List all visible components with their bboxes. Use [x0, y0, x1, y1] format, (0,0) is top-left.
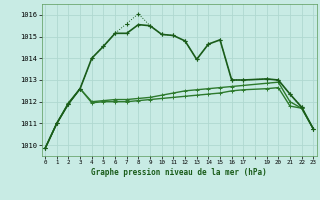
- X-axis label: Graphe pression niveau de la mer (hPa): Graphe pression niveau de la mer (hPa): [91, 168, 267, 177]
